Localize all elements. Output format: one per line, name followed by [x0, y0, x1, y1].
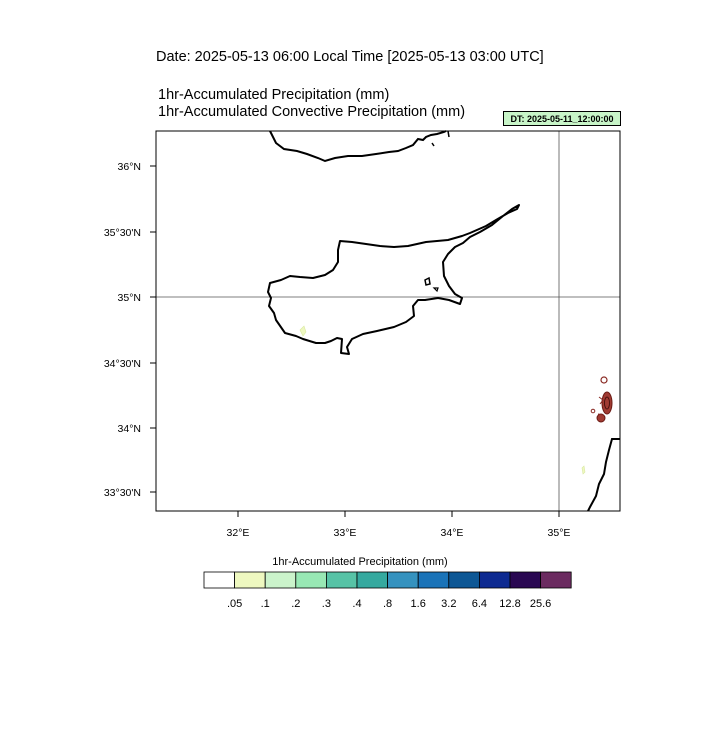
- lat-label: 34°N: [118, 423, 141, 435]
- title-convective-precipitation: 1hr-Accumulated Convective Precipitation…: [158, 104, 466, 120]
- colorbar-label: .1: [260, 598, 270, 610]
- lon-label: 32°E: [227, 527, 250, 539]
- lon-label: 33°E: [334, 527, 357, 539]
- title-precipitation: 1hr-Accumulated Precipitation (mm): [158, 87, 390, 103]
- lon-label: 34°E: [441, 527, 464, 539]
- lon-label: 35°E: [548, 527, 571, 539]
- lat-label: 35°N: [118, 292, 141, 304]
- islet: [432, 287, 439, 293]
- colorbar-label: .4: [352, 598, 362, 610]
- colorbar-label: .2: [291, 598, 301, 610]
- islet: [424, 276, 431, 286]
- colorbar-label: .3: [321, 598, 331, 610]
- colorbar-box: [295, 571, 327, 589]
- colorbar-box: [509, 571, 542, 589]
- coast-fragment: [431, 142, 435, 147]
- turkey-coastline: [269, 130, 447, 163]
- colorbar-box: [448, 571, 480, 589]
- precip-patch-light: [299, 325, 307, 337]
- colorbar: [203, 571, 572, 589]
- lat-label: 36°N: [118, 161, 141, 173]
- colorbar-title: 1hr-Accumulated Precipitation (mm): [272, 556, 448, 568]
- colorbar-box: [387, 571, 419, 589]
- colorbar-label: 1.6: [410, 598, 426, 610]
- cyprus-coastline: [267, 204, 520, 355]
- colorbar-label: 6.4: [471, 598, 488, 610]
- lat-label: 34°30'N: [104, 358, 141, 370]
- colorbar-label: 3.2: [441, 598, 457, 610]
- lat-label: 33°30'N: [104, 487, 141, 499]
- colorbar-label: .05: [226, 598, 243, 610]
- colorbar-label: 25.6: [529, 598, 552, 610]
- colorbar-box: [540, 571, 572, 589]
- colorbar-box: [203, 571, 236, 589]
- map-frame: [155, 130, 621, 512]
- colorbar-box: [417, 571, 450, 589]
- precip-patch-light: [581, 465, 586, 475]
- colorbar-box: [264, 571, 297, 589]
- dt-badge: DT: 2025-05-11_12:00:00: [503, 111, 621, 126]
- levant-coastline: [587, 438, 620, 512]
- convective-contours: [590, 376, 613, 423]
- colorbar-label: 12.8: [499, 598, 521, 610]
- colorbar-box: [478, 571, 511, 589]
- colorbar-label: .8: [383, 598, 393, 610]
- axis-ticks: [150, 165, 560, 517]
- colorbar-box: [356, 571, 389, 589]
- date-line: Date: 2025-05-13 06:00 Local Time [2025-…: [156, 49, 544, 65]
- colorbar-box: [234, 571, 266, 589]
- coast-fragment: [447, 130, 450, 138]
- lat-label: 35°30'N: [104, 227, 141, 239]
- colorbar-box: [325, 571, 358, 589]
